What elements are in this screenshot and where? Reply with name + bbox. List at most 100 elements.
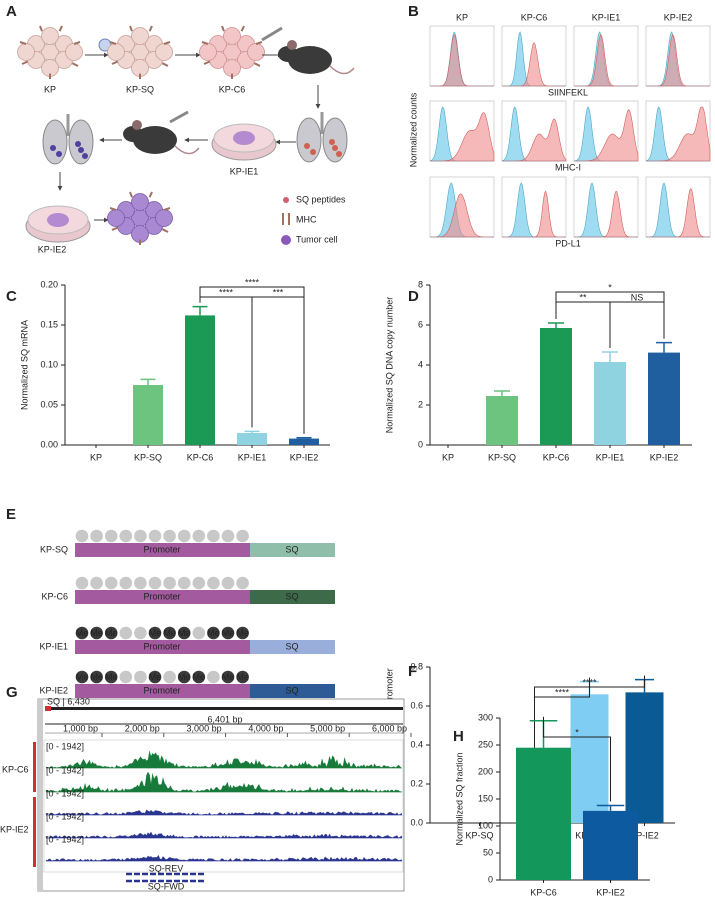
panel-letter: B [408,3,419,20]
y-tick-label: 0.00 [40,439,58,449]
cell-cluster [17,25,83,79]
cpg-site [75,626,89,640]
error-bar [296,437,312,439]
methyl-label: Me [178,628,191,638]
dish-cells [47,213,69,227]
cpg-site [148,576,162,590]
coverage-track [45,771,403,793]
mhc [71,62,79,67]
histogram-red [646,34,710,87]
cpg-site [192,529,206,543]
sequence-length: 6,401 bp [207,714,242,724]
legend-label: Tumor cell [296,234,338,244]
cpg-site [207,626,220,640]
y-tick-label: 0 [418,439,423,449]
y-tick-label: 150 [478,793,493,803]
cpg-site [90,576,103,590]
methyl-label: Me [76,628,89,638]
gene-label: SQ [285,544,298,554]
y-tick-label: 300 [478,712,493,722]
x-tick-label: KP-IE2 [650,452,679,462]
group-label: KP-C6 [2,764,29,774]
mhc [129,191,133,198]
cpg-site [177,529,191,543]
cell [17,43,35,61]
mhc [58,25,63,32]
histogram-red [646,187,710,238]
promoter-bar [75,640,250,654]
cpg-site [163,670,176,684]
y-axis-label: Normalized SQ mRNA [19,320,29,410]
histogram-frame [429,25,495,87]
cpg-site [163,576,176,590]
column-label: KP [456,12,468,22]
cpg-site [134,626,147,640]
row-label: KP-IE2 [39,685,68,695]
mhc [148,191,153,198]
lungs [296,112,348,163]
mouse [278,40,355,75]
mhc [161,62,169,67]
x-tick-label: KP-IE2 [596,887,625,897]
promoter-label: Promoter [143,544,180,554]
cell-cluster [199,25,265,79]
legend-peptide [283,197,289,203]
ruler-label: 4,000 bp [248,723,283,733]
x-tick-label: KP-SQ [465,830,493,840]
histogram-red [502,118,567,162]
cpg-site [207,576,220,590]
significance-bracket [609,301,665,348]
y-axis-label: Normalized SQ fraction [454,752,464,845]
error-bar [656,341,672,353]
cpg-site [207,670,220,684]
ruler-label: 5,000 bp [310,723,345,733]
error-bar [602,351,618,362]
histogram-red [574,34,638,87]
feature-label: SQ-REV [149,863,184,873]
cell [247,43,265,61]
cpg-site [236,670,249,684]
panel-letter: C [6,288,17,305]
bar [486,396,518,445]
y-tick-label: 100 [478,820,493,830]
cpg-site [192,626,206,640]
mhc [111,226,118,231]
mhc [240,25,245,32]
cell [223,27,241,45]
y-tick-label: 0.15 [40,319,58,329]
promoter-label: Promoter [143,641,180,651]
mhc [203,60,210,65]
methyl-label: Me [149,672,162,682]
methyl-label: Me [90,628,103,638]
tumor-spot [329,139,335,145]
panel-letter: F [408,663,417,680]
y-tick-label: 4 [418,359,423,369]
panel-letter: G [6,684,18,701]
tumor-spot [332,145,338,151]
legend-label: MHC [296,214,317,224]
y-tick-label: 0.05 [40,399,58,409]
stage-label: KP-IE2 [38,244,67,254]
cpg-site [221,670,235,684]
column-label: KP-C6 [521,12,548,22]
cpg-site [177,670,191,684]
methyl-label: Me [163,628,176,638]
lung-right [322,117,348,163]
panel-letter: D [408,288,419,305]
x-tick-label: KP-C6 [530,887,557,897]
tumor-spot [78,147,84,153]
row-label: KP-SQ [40,544,68,554]
row-label: PD-L1 [555,238,581,248]
gene-bar [250,640,335,654]
feature-label: SQ-FWD [148,881,185,891]
x-tick-label: KP [442,452,454,462]
cpg-site [134,576,147,590]
significance-bracket [251,296,305,434]
promoter-label: Promoter [143,591,180,601]
mouse-tail [174,145,200,155]
mhc [148,25,153,32]
mhc [221,25,225,32]
histogram-frame [573,176,639,238]
lungs [42,114,94,165]
cell [41,27,59,45]
